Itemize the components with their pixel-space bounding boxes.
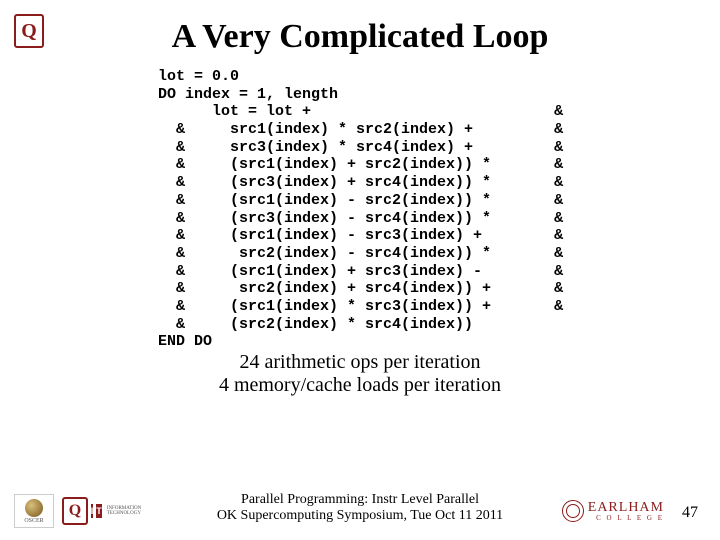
page-title: A Very Complicated Loop — [40, 18, 680, 56]
footer: OSCER Q I T INFORMATION TECHNOLOGY Paral… — [0, 478, 720, 528]
ou-logo-text: Q — [21, 20, 37, 43]
earlham-logo: EARLHAM C O L L E G E — [562, 500, 664, 522]
earlham-sub: C O L L E G E — [588, 514, 664, 522]
note-line-2: 4 memory/cache loads per iteration — [40, 374, 680, 397]
note-line-1: 24 arithmetic ops per iteration — [40, 351, 680, 374]
seal-icon — [562, 500, 584, 522]
page-number: 47 — [682, 504, 698, 522]
code-block: lot = 0.0 DO index = 1, length lot = lot… — [158, 68, 680, 351]
footer-logos-right: EARLHAM C O L L E G E — [562, 500, 664, 522]
ou-logo-top: Q — [14, 14, 44, 48]
ou-logo-icon: Q — [14, 14, 44, 48]
